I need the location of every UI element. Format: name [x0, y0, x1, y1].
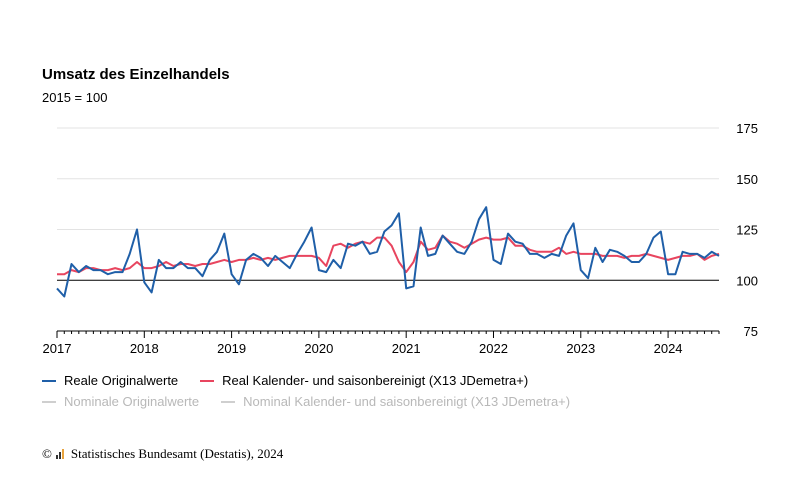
y-tick-label: 100 [736, 273, 758, 288]
source-text: Statistisches Bundesamt (Destatis), 2024 [70, 446, 284, 461]
copyright-symbol: © [42, 446, 52, 461]
y-tick-label: 125 [736, 223, 758, 238]
x-tick-label: 2018 [130, 341, 159, 356]
chart-subtitle: 2015 = 100 [42, 90, 108, 105]
y-tick-label: 75 [744, 324, 758, 339]
destatis-logo-icon [55, 449, 65, 459]
legend-swatch-grey [42, 400, 56, 403]
legend-label: Real Kalender- und saisonbereinigt (X13 … [222, 373, 529, 388]
legend-item-reale-originalwerte[interactable]: Reale Originalwerte [42, 373, 178, 388]
x-tick-label: 2019 [217, 341, 246, 356]
legend-item-nominale-originalwerte[interactable]: Nominale Originalwerte [42, 394, 199, 409]
x-tick-label: 2024 [654, 341, 683, 356]
legend-swatch-red [200, 379, 215, 382]
series-line-reale-originalwerte [56, 206, 720, 298]
x-tick-label: 2020 [304, 341, 333, 356]
legend-active: Reale Originalwerte Real Kalender- und s… [42, 373, 550, 388]
y-tick-label: 175 [736, 121, 758, 136]
legend-label: Nominal Kalender- und saisonbereinigt (X… [243, 394, 571, 409]
legend-item-real-bereinigt[interactable]: Real Kalender- und saisonbereinigt (X13 … [200, 373, 528, 388]
legend-item-nominal-bereinigt[interactable]: Nominal Kalender- und saisonbereinigt (X… [221, 394, 570, 409]
legend-label: Nominale Originalwerte [64, 394, 200, 409]
chart-title: Umsatz des Einzelhandels [42, 66, 230, 83]
legend-swatch-blue [42, 379, 56, 382]
legend-swatch-grey [221, 400, 236, 403]
x-tick-label: 2017 [43, 341, 72, 356]
y-tick-label: 150 [736, 172, 758, 187]
series-line-real-bereinigt [57, 234, 720, 276]
x-tick-label: 2023 [566, 341, 595, 356]
x-tick-label: 2022 [479, 341, 508, 356]
x-tick-label: 2021 [392, 341, 421, 356]
source-footer: © Statistisches Bundesamt (Destatis), 20… [42, 446, 283, 462]
legend-label: Reale Originalwerte [64, 373, 179, 388]
legend-inactive: Nominale Originalwerte Nominal Kalender-… [42, 394, 592, 409]
